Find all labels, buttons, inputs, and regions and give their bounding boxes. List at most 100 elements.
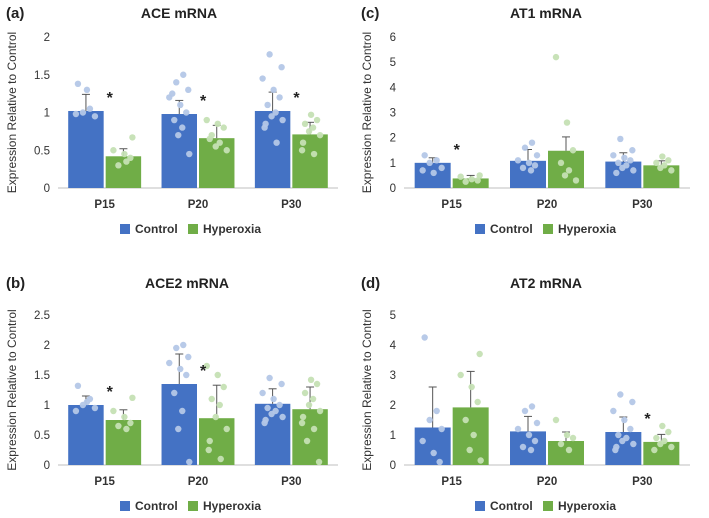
legend-label-control: Control [135, 222, 178, 236]
data-point [569, 147, 577, 154]
data-point [653, 434, 660, 442]
legend-swatch-control [475, 224, 485, 234]
legend-swatch-control [120, 224, 130, 234]
data-point [203, 362, 210, 370]
data-point [462, 416, 469, 424]
data-point [617, 391, 624, 398]
data-point [91, 113, 99, 120]
data-point [527, 167, 535, 174]
data-point [563, 119, 571, 126]
legend-label-control: Control [490, 499, 533, 513]
data-point [653, 159, 660, 167]
bar-hyperoxia-p30 [292, 409, 328, 465]
data-point [205, 446, 212, 454]
significance-star: * [107, 384, 114, 401]
y-tick-label: 5 [390, 310, 396, 322]
data-point [657, 440, 664, 448]
panel-letter: (a) [6, 5, 24, 22]
bar-hyperoxia-p30 [292, 134, 328, 188]
bar-hyperoxia-p15 [452, 178, 489, 188]
x-category-label: P30 [281, 199, 301, 211]
data-point [74, 382, 82, 389]
data-point [110, 407, 117, 415]
data-point [474, 177, 481, 184]
data-point [208, 395, 215, 403]
y-tick-label: 6 [390, 32, 396, 44]
data-point [270, 86, 277, 94]
y-axis-label: Expression Relative to Control [360, 32, 374, 193]
data-point [171, 389, 178, 397]
data-point [476, 350, 483, 358]
data-point [474, 398, 481, 406]
data-point [466, 446, 473, 454]
legend-label-control: Control [490, 222, 533, 236]
data-point [561, 172, 569, 179]
data-point [525, 159, 533, 167]
data-point [212, 413, 219, 421]
data-point [298, 147, 306, 154]
y-axis-label: Expression Relative to Control [360, 309, 374, 470]
y-tick-label: 2.5 [34, 310, 50, 322]
data-point [617, 135, 624, 143]
y-tick-label: 1 [44, 400, 50, 412]
data-point [278, 63, 285, 71]
y-tick-label: 3 [390, 370, 396, 382]
data-point [531, 437, 539, 445]
legend-swatch-hyperoxia [188, 224, 198, 234]
y-tick-label: 5 [390, 57, 396, 69]
data-point [83, 398, 91, 406]
data-point [175, 131, 182, 139]
x-category-label: P30 [281, 476, 301, 488]
data-point [276, 94, 283, 101]
data-point [552, 53, 560, 61]
chart-title: ACE mRNA [141, 5, 217, 21]
data-point [301, 120, 309, 128]
data-point [612, 446, 619, 454]
data-point [206, 135, 213, 143]
data-point [476, 172, 483, 179]
data-point [186, 458, 193, 466]
data-point [629, 147, 636, 154]
chart-panel-a: (a) ACE mRNA Expression Relative to Contro… [5, 5, 338, 236]
bar-hyperoxia-p20 [548, 441, 584, 465]
data-point [177, 365, 184, 373]
panel-letter: (c) [361, 5, 379, 22]
data-point [305, 401, 313, 409]
data-point [214, 120, 221, 128]
data-point [180, 341, 187, 349]
data-point [272, 109, 279, 116]
bar-control-p15 [414, 427, 451, 465]
legend-swatch-control [120, 501, 130, 511]
data-point [569, 434, 577, 442]
x-category-label: P20 [188, 199, 208, 211]
data-point [127, 154, 134, 161]
data-point [217, 455, 224, 463]
legend-label-hyperoxia: Hyperoxia [558, 222, 616, 236]
y-tick-label: 0.5 [34, 145, 50, 157]
data-point [436, 458, 443, 466]
chart-title: AT1 mRNA [510, 5, 582, 21]
data-point [668, 443, 675, 451]
legend-swatch-hyperoxia [188, 501, 198, 511]
data-point [525, 431, 533, 439]
data-point [514, 425, 522, 433]
data-point [630, 440, 637, 448]
legend: Control Hyperoxia [120, 499, 261, 513]
data-point [457, 371, 464, 379]
data-point [430, 169, 437, 177]
data-point [659, 422, 666, 430]
data-point [169, 90, 176, 97]
chart-panel-b: (b) ACE2 mRNA Expression Relative to Contr… [5, 275, 338, 513]
data-point [528, 403, 536, 410]
data-point [615, 431, 622, 439]
y-tick-label: 4 [390, 82, 397, 94]
legend: Control Hyperoxia [475, 222, 616, 236]
data-point [261, 419, 268, 427]
y-tick-label: 0 [390, 183, 396, 195]
data-point [175, 425, 182, 433]
data-point [521, 407, 529, 415]
bar-hyperoxia-p15 [452, 407, 489, 465]
data-point [83, 86, 91, 94]
y-tick-label: 1 [390, 430, 396, 442]
data-point [214, 371, 221, 379]
